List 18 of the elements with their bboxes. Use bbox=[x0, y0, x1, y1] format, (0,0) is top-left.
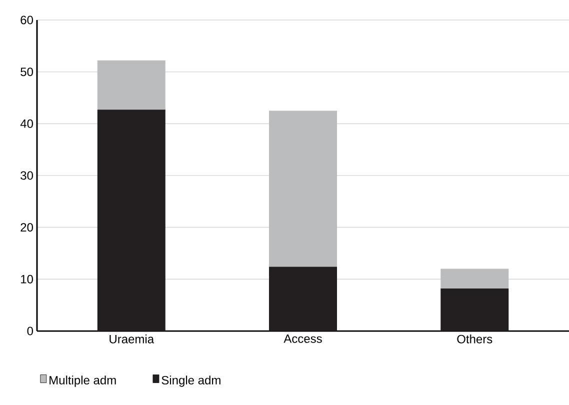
bar bbox=[440, 288, 509, 331]
bar bbox=[269, 110, 338, 267]
x-tick-label: Others bbox=[457, 334, 492, 344]
bar bbox=[97, 110, 166, 331]
y-tick-label: 20 bbox=[20, 223, 34, 232]
y-tick-label: 60 bbox=[20, 16, 34, 24]
x-tick-label: Access bbox=[284, 334, 322, 343]
y-tick-label: 30 bbox=[20, 171, 34, 180]
legend-label: Single adm bbox=[162, 376, 220, 387]
y-tick-label: 50 bbox=[20, 68, 34, 76]
y-tick-label: 0 bbox=[27, 326, 34, 336]
y-tick-label: 40 bbox=[20, 119, 34, 128]
y-tick-label: 10 bbox=[21, 274, 34, 284]
bar bbox=[440, 268, 509, 288]
bar bbox=[97, 60, 166, 110]
bar bbox=[269, 266, 338, 331]
x-tick-label: Uraemia bbox=[110, 334, 154, 344]
legend-label: Multiple adm bbox=[50, 376, 116, 387]
